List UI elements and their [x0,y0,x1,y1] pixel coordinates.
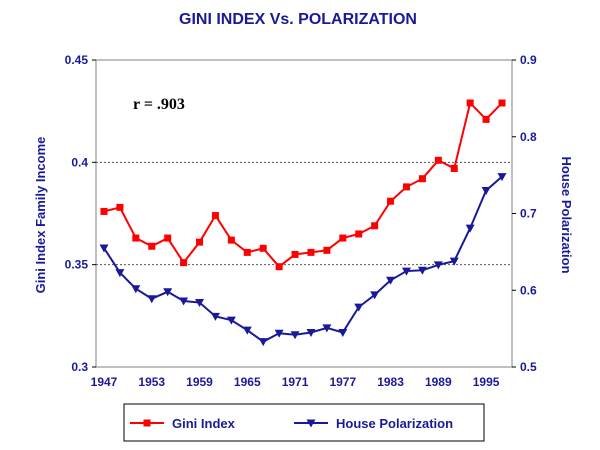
gridlines [96,161,512,266]
house-polarization-point [258,338,268,347]
y-right-tick-label: 0.6 [520,283,537,297]
house-polarization-point [338,328,348,337]
gini-index-point [180,259,188,267]
house-polarization-point [274,329,284,338]
house-polarization-point [433,261,443,270]
gini-index-point [227,236,235,244]
gini-index-point [259,244,267,252]
gini-index-point [339,234,347,242]
house-polarization-point [481,186,491,195]
house-polarization-point [401,267,411,276]
house-polarization-point [115,269,125,278]
gini-index-point [371,222,379,230]
x-tick-label: 1989 [425,375,452,389]
x-tick-label: 1953 [138,375,165,389]
house-polarization-point [242,326,252,335]
house-polarization-point [99,244,109,253]
x-tick-label: 1995 [473,375,500,389]
gini-index-point [243,248,251,256]
house-polarization-point [354,303,364,312]
house-polarization-point [449,257,459,266]
correlation-annotation: r = .903 [133,96,185,113]
gini-index-point [100,207,108,215]
y-axis-left-title: Gini Index Family Income [33,137,48,294]
y-left-tick-label: 0.35 [65,258,89,272]
y-left-tick-label: 0.4 [71,155,88,169]
gini-index-point [466,99,474,107]
house-polarization-point [195,299,205,308]
gini-index-point [402,183,410,191]
gini-index-point [482,115,490,123]
house-polarization-point [465,224,475,233]
house-polarization-point [163,288,173,297]
gini-index-point [450,164,458,172]
house-polarization-point [322,324,332,333]
legend-label-gini-index: Gini Index [172,416,236,431]
legend-label-house-polarization: House Polarization [336,416,453,431]
house-polarization-point [386,276,396,285]
gini-index-point [132,234,140,242]
x-tick-label: 1947 [91,375,118,389]
y-left-tick-label: 0.3 [71,360,88,374]
x-tick-label: 1983 [377,375,404,389]
house-polarization-point [147,295,157,304]
y-left-tick-label: 0.45 [65,53,89,67]
house-polarization-line [103,175,503,343]
gini-index-point [164,234,172,242]
y-right-tick-label: 0.5 [520,360,537,374]
y-right-tick-label: 0.8 [520,130,537,144]
gini-index-point [291,250,299,258]
house-polarization-point [210,312,220,321]
gini-index-point [275,263,283,271]
gini-index-point [418,175,426,183]
gini-index-point [116,203,124,211]
gini-index-point [498,99,506,107]
house-polarization-point [417,266,427,275]
axis-ticks: 1947 1953 1959 1965 1971 1977 1983 1989 1995 0.3 0… [65,53,537,389]
gini-index-point [196,238,204,246]
y-axis-right-title: House Polarization [559,156,574,273]
gini-index-point [307,248,315,256]
house-polarization-point [131,285,141,294]
plot-area [95,59,513,368]
y-right-tick-label: 0.7 [520,207,537,221]
house-polarization-point [290,331,300,340]
gini-index-point [323,246,331,254]
house-polarization-point [306,328,316,337]
gini-index-point [387,197,395,205]
gini-index-point [148,242,156,250]
house-polarization-point [226,316,236,325]
legend-marker-house-polarization [306,419,316,428]
x-tick-label: 1977 [329,375,356,389]
x-tick-label: 1959 [186,375,213,389]
legend: Gini Index House Polarization [130,416,453,431]
gini-index-point [434,156,442,164]
x-tick-label: 1971 [282,375,309,389]
y-right-tick-label: 0.9 [520,53,537,67]
gini-index-point [355,230,363,238]
series-group [99,99,507,347]
chart-title: GINI INDEX Vs. POLARIZATION [179,11,417,28]
house-polarization-point [370,291,380,300]
house-polarization-point [179,297,189,306]
gini-index-point [211,212,219,220]
house-polarization-point [497,173,507,182]
x-tick-label: 1965 [234,375,261,389]
legend-marker-gini-index [143,419,151,427]
